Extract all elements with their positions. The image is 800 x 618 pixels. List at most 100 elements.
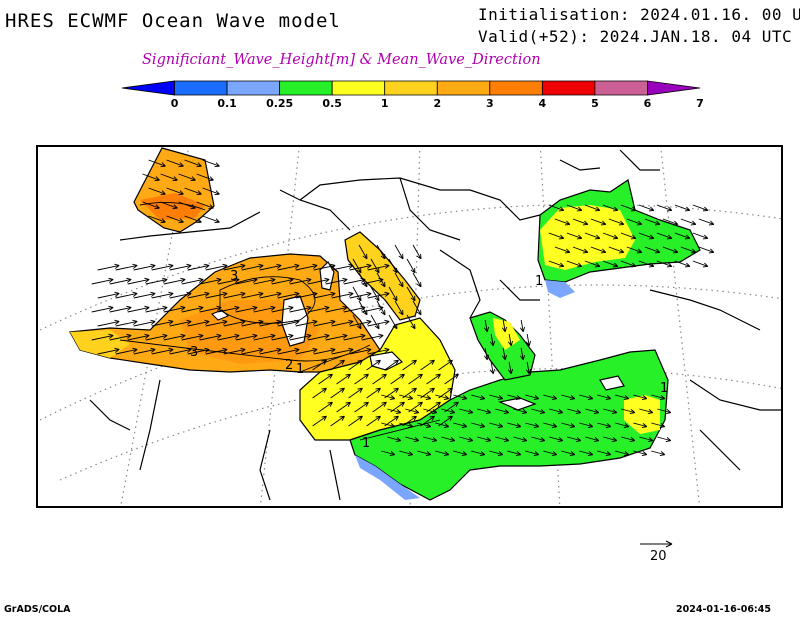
wave-arrow — [405, 436, 420, 443]
wave-arrow — [543, 394, 558, 401]
render-timestamp: 2024-01-16-06:45 — [676, 604, 771, 615]
wave-arrow — [388, 314, 398, 330]
wave-arrow — [202, 187, 220, 196]
colorbar-tick-label: 5 — [591, 97, 599, 110]
wave-arrow — [97, 291, 120, 299]
wave-arrow — [127, 277, 150, 285]
wave-arrow — [349, 263, 372, 271]
wave-arrow — [507, 394, 522, 401]
wave-arrow — [199, 333, 222, 341]
wave-arrow — [420, 359, 435, 371]
sea-libya-coast — [355, 455, 420, 500]
contour-label: 2 — [285, 358, 293, 373]
wave-arrow — [343, 333, 366, 341]
wave-arrow — [620, 232, 637, 240]
wave-arrow — [163, 277, 186, 285]
wave-arrow — [349, 319, 372, 327]
wave-arrow — [259, 263, 282, 271]
colorbar: 0 0.1 0.25 0.5 1 2 3 4 5 6 7 — [121, 80, 704, 110]
wave-arrow — [471, 394, 486, 401]
valid-time: Valid(+52): 2024.JAN.18. 04 UTC — [478, 27, 793, 46]
wave-arrow — [289, 333, 312, 341]
wave-arrow — [435, 422, 450, 429]
wave-arrow — [127, 333, 150, 341]
wave-arrow — [459, 436, 474, 443]
wave-arrow — [196, 173, 214, 182]
wave-arrow — [543, 422, 558, 429]
wave-arrow — [370, 286, 380, 302]
wave-arrow — [127, 305, 150, 313]
island-crete — [498, 397, 537, 411]
wave-arrow — [166, 159, 184, 168]
wave-arrow — [561, 394, 576, 401]
wave-arrow — [548, 260, 565, 268]
wave-arrow — [184, 215, 202, 224]
wave-arrow — [91, 305, 114, 313]
sea-eastern-med — [349, 349, 669, 501]
wave-arrow — [148, 159, 166, 168]
wave-arrow — [97, 263, 120, 271]
wave-direction-vectors — [91, 159, 715, 457]
wave-arrow — [151, 291, 174, 299]
wave-arrow — [426, 373, 441, 385]
wave-arrow — [603, 408, 618, 415]
wave-arrow — [590, 218, 607, 226]
wave-arrow — [352, 286, 362, 302]
colorbar-tick-label: 0.5 — [322, 97, 342, 110]
wave-arrow — [91, 333, 114, 341]
wave-arrow — [199, 277, 222, 285]
wave-arrow — [584, 232, 601, 240]
wave-arrow — [330, 359, 345, 371]
wave-arrow — [145, 305, 168, 313]
wave-arrow — [366, 387, 381, 399]
wave-arrow — [145, 333, 168, 341]
colorbar-tick-label: 0 — [171, 97, 179, 110]
wave-arrow — [615, 394, 630, 401]
wave-arrow — [354, 373, 369, 385]
wave-arrow — [387, 408, 402, 415]
colorbar-segment — [384, 80, 438, 96]
contour-label: 1 — [660, 381, 668, 396]
wave-arrow — [525, 333, 532, 347]
wave-arrow — [289, 305, 312, 313]
wave-arrow — [638, 260, 655, 268]
wave-arrow — [367, 263, 390, 271]
contour-label: 1 — [296, 362, 304, 377]
wave-arrow — [151, 263, 174, 271]
wave-arrow — [241, 263, 264, 271]
wave-arrow — [348, 415, 363, 427]
wave-arrow — [307, 333, 330, 341]
wave-arrow — [325, 277, 348, 285]
wave-arrow — [680, 218, 697, 226]
wave-arrow — [495, 436, 510, 443]
wave-arrow — [579, 422, 594, 429]
wave-arrow — [561, 422, 576, 429]
wave-arrow — [554, 218, 571, 226]
wave-arrow — [253, 333, 276, 341]
wave-arrow — [402, 359, 417, 371]
wave-arrow — [169, 319, 192, 327]
field-subtitle: Significiant_Wave_Height[m] & Mean_Wave_… — [142, 52, 541, 68]
contour-label: 3 — [230, 269, 238, 284]
wave-arrow — [163, 305, 186, 313]
page-title: HRES ECWMF Ocean Wave model — [5, 10, 341, 32]
reference-vector-label: 20 — [650, 549, 667, 564]
wave-arrow — [384, 359, 399, 371]
wave-arrow — [277, 263, 300, 271]
wave-arrow — [187, 291, 210, 299]
colorbar-tick-label: 0.25 — [266, 97, 293, 110]
wave-arrow — [406, 258, 416, 274]
wave-arrow — [313, 291, 336, 299]
wave-arrow — [370, 258, 380, 274]
wave-arrow — [453, 394, 468, 401]
initialisation-time: Initialisation: 2024.01.16. 00 UTC — [478, 5, 800, 24]
sea-central-med — [299, 317, 456, 441]
wave-arrow — [549, 408, 564, 415]
wave-arrow — [549, 436, 564, 443]
wave-arrow — [109, 277, 132, 285]
wave-arrow — [507, 333, 514, 347]
wave-arrow — [394, 300, 404, 316]
wave-arrow — [151, 347, 174, 355]
wave-arrow — [115, 263, 138, 271]
